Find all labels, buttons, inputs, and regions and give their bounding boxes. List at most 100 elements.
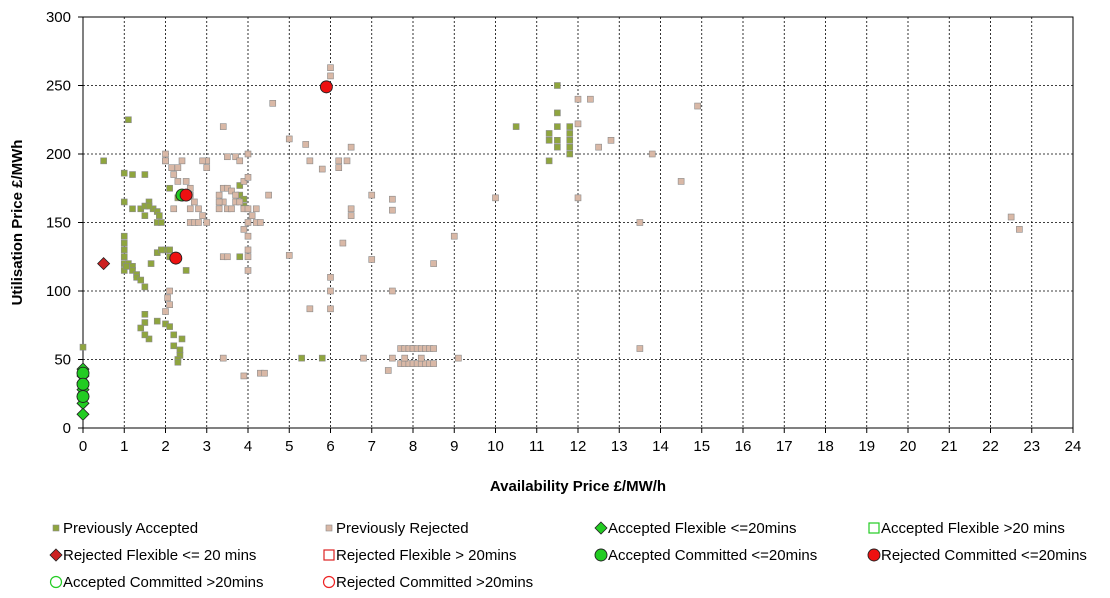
legend-marker	[325, 524, 333, 532]
legend-marker	[868, 522, 880, 534]
legend-item: Previously Accepted	[52, 520, 198, 537]
data-point	[368, 191, 376, 199]
data-point	[240, 178, 248, 185]
legend-label: Rejected Flexible <= 20 mins	[63, 547, 256, 564]
data-point	[347, 212, 355, 219]
legend-label: Previously Accepted	[63, 520, 198, 537]
y-tick-label: 0	[63, 420, 71, 437]
data-point	[182, 267, 190, 274]
data-point	[285, 135, 293, 143]
data-point	[162, 150, 169, 158]
series-6	[76, 188, 189, 403]
data-point	[636, 219, 644, 226]
data-point	[1007, 213, 1015, 221]
legend-label: Rejected Committed <=20mins	[881, 547, 1087, 564]
x-tick-label: 1	[120, 438, 128, 455]
x-tick-label: 10	[487, 438, 504, 455]
data-point	[384, 367, 392, 374]
data-point	[166, 246, 173, 254]
data-point	[228, 205, 235, 213]
data-point	[244, 173, 252, 181]
data-point	[389, 287, 396, 295]
legend-marker	[594, 548, 608, 562]
data-point	[327, 273, 334, 281]
data-point	[141, 310, 149, 318]
data-point	[257, 219, 264, 226]
legend-item: Previously Rejected	[325, 520, 469, 537]
y-tick-label: 250	[46, 78, 71, 95]
data-point	[156, 212, 163, 219]
y-tick-label: 200	[46, 146, 71, 163]
data-point	[228, 187, 235, 195]
data-point	[141, 171, 149, 178]
data-point	[179, 188, 193, 202]
data-point	[224, 253, 231, 261]
series-4	[97, 257, 111, 271]
data-point	[224, 153, 231, 161]
data-point	[327, 287, 334, 295]
data-point	[1016, 226, 1023, 233]
legend-label: Previously Rejected	[336, 520, 469, 537]
data-point	[120, 253, 128, 261]
data-point	[694, 102, 701, 110]
data-point	[141, 331, 149, 339]
data-point	[120, 239, 128, 247]
data-point	[244, 150, 252, 158]
legend-marker	[49, 548, 63, 562]
data-point	[141, 283, 149, 291]
data-point	[430, 345, 437, 352]
data-point	[174, 178, 182, 185]
series-0	[79, 82, 574, 366]
data-point	[347, 205, 355, 213]
x-tick-label: 0	[79, 438, 87, 455]
data-point	[430, 360, 437, 367]
data-point	[318, 165, 326, 173]
data-point	[327, 64, 334, 71]
x-tick-label: 8	[409, 438, 417, 455]
data-point	[512, 123, 520, 130]
data-point	[141, 212, 149, 219]
data-point	[76, 377, 90, 391]
data-point	[327, 305, 334, 313]
x-tick-label: 15	[693, 438, 710, 455]
data-point	[545, 130, 553, 137]
data-point	[137, 324, 145, 332]
data-point	[677, 178, 685, 185]
data-point	[347, 143, 355, 151]
data-point	[232, 191, 239, 199]
data-point	[343, 157, 351, 165]
data-point	[236, 253, 244, 261]
data-point	[100, 157, 107, 165]
data-points	[76, 64, 1023, 421]
x-tick-label: 5	[285, 438, 293, 455]
data-point	[123, 263, 130, 270]
data-point	[178, 157, 186, 165]
data-point	[566, 150, 574, 158]
data-point	[97, 257, 111, 271]
data-point	[389, 354, 396, 362]
x-tick-label: 23	[1023, 438, 1040, 455]
legend-item: Accepted Flexible <=20mins	[594, 520, 796, 537]
data-point	[244, 232, 252, 240]
data-point	[327, 72, 334, 80]
data-point	[162, 308, 169, 315]
legend-item: Rejected Committed <=20mins	[867, 547, 1087, 564]
data-point	[269, 100, 277, 107]
legend-item: Accepted Flexible >20 mins	[868, 520, 1065, 537]
y-tick-label: 100	[46, 283, 71, 300]
data-point	[129, 171, 136, 178]
data-point	[545, 157, 553, 165]
x-tick-label: 18	[817, 438, 834, 455]
data-point	[648, 150, 656, 158]
y-tick-label: 150	[46, 215, 71, 232]
data-point	[595, 143, 602, 151]
data-point	[401, 354, 409, 362]
data-point	[195, 219, 202, 226]
data-point	[170, 342, 178, 350]
data-point	[125, 116, 132, 124]
data-point	[302, 141, 310, 148]
legend-marker	[594, 521, 608, 535]
data-point	[298, 354, 305, 362]
y-tick-label: 300	[46, 9, 71, 26]
